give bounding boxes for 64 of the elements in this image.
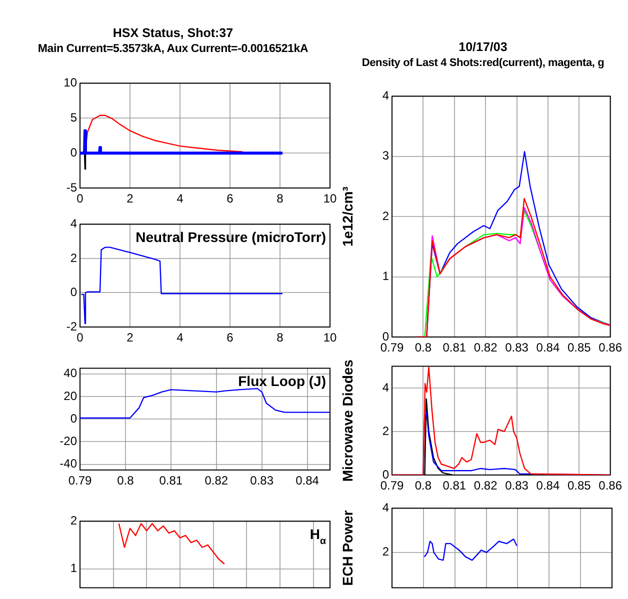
- x-tick-label: 0.86: [598, 478, 622, 493]
- y-tick-label: 2: [382, 208, 390, 223]
- chart-title: 10/17/03: [458, 40, 508, 54]
- x-tick-label: 8: [276, 330, 284, 345]
- y-tick-label: -20: [60, 434, 78, 448]
- y-tick-label: 40: [64, 366, 78, 380]
- x-tick-label: 0.83: [250, 474, 274, 488]
- x-tick-label: 4: [176, 192, 184, 206]
- y-tick-label: 4: [382, 380, 390, 394]
- x-tick-label: 0.82: [474, 340, 498, 355]
- y-axis-title: 1e12/cm³: [339, 186, 356, 247]
- y-tick-label: 5: [70, 110, 78, 124]
- x-tick-label: 0.86: [598, 340, 622, 355]
- y-tick-label: -5: [66, 180, 78, 194]
- x-tick-label: 0.82: [474, 478, 498, 493]
- x-tick-label: 10: [323, 330, 337, 345]
- x-tick-label: 0.83: [505, 478, 529, 493]
- y-tick-label: -40: [60, 456, 78, 471]
- x-tick-label: 8: [276, 192, 284, 206]
- y-tick-label: 2: [382, 424, 390, 438]
- y-tick-label: 4: [70, 216, 78, 231]
- y-tick-label: 4: [382, 500, 390, 515]
- y-tick-label: 0: [70, 145, 78, 160]
- y-tick-label: 20: [64, 388, 78, 403]
- x-tick-label: 0.8: [414, 478, 432, 493]
- x-tick-label: 6: [226, 192, 234, 206]
- x-tick-label: 0.82: [204, 474, 228, 488]
- annotation: Flux Loop (J): [238, 373, 326, 390]
- y-tick-label: 0: [70, 285, 78, 300]
- y-tick-label: 1: [382, 269, 390, 284]
- x-tick-label: 0.84: [536, 478, 560, 493]
- x-tick-label: 6: [226, 330, 234, 345]
- x-tick-label: 0.81: [159, 474, 183, 488]
- chart-title: HSX Status, Shot:37: [112, 26, 234, 40]
- chart-subtitle: Density of Last 4 Shots:red(current), magenta, g: [360, 57, 606, 69]
- x-tick-label: 0.79: [380, 478, 404, 493]
- y-tick-label: 4: [382, 88, 390, 103]
- y-tick-label: 3: [382, 148, 390, 163]
- y-tick-label: 0: [70, 411, 78, 426]
- y-tick-label: 1: [70, 561, 78, 576]
- x-tick-label: 0.8: [414, 340, 432, 355]
- x-tick-label: 0.8: [117, 474, 134, 488]
- annotation: Neutral Pressure (microTorr): [136, 229, 326, 246]
- y-tick-label: 10: [64, 76, 78, 90]
- x-tick-label: 0.81: [442, 340, 466, 355]
- y-tick-label: 2: [70, 514, 78, 528]
- x-tick-label: 0.85: [567, 478, 592, 493]
- y-tick-label: -2: [66, 319, 78, 334]
- y-axis-title: ECH Power: [339, 510, 356, 586]
- y-tick-label: 2: [382, 544, 390, 559]
- x-tick-label: 0.83: [505, 340, 529, 355]
- chart-subtitle: Main Current=5.3573kA, Aux Current=-0.0016521kA: [36, 43, 310, 55]
- x-tick-label: 10: [323, 192, 337, 206]
- x-tick-label: 0.85: [567, 340, 592, 355]
- x-tick-label: 0.84: [296, 474, 320, 488]
- y-axis-title: Microwave Diodes: [339, 359, 356, 482]
- x-tick-label: 0.79: [380, 340, 404, 355]
- x-tick-label: 2: [126, 330, 134, 345]
- x-tick-label: 2: [126, 192, 134, 206]
- x-tick-label: 0.81: [442, 478, 466, 493]
- x-tick-label: 0.79: [68, 474, 92, 488]
- y-tick-label: 2: [70, 250, 78, 265]
- x-tick-label: 0.84: [536, 340, 560, 355]
- x-tick-label: 4: [176, 330, 184, 345]
